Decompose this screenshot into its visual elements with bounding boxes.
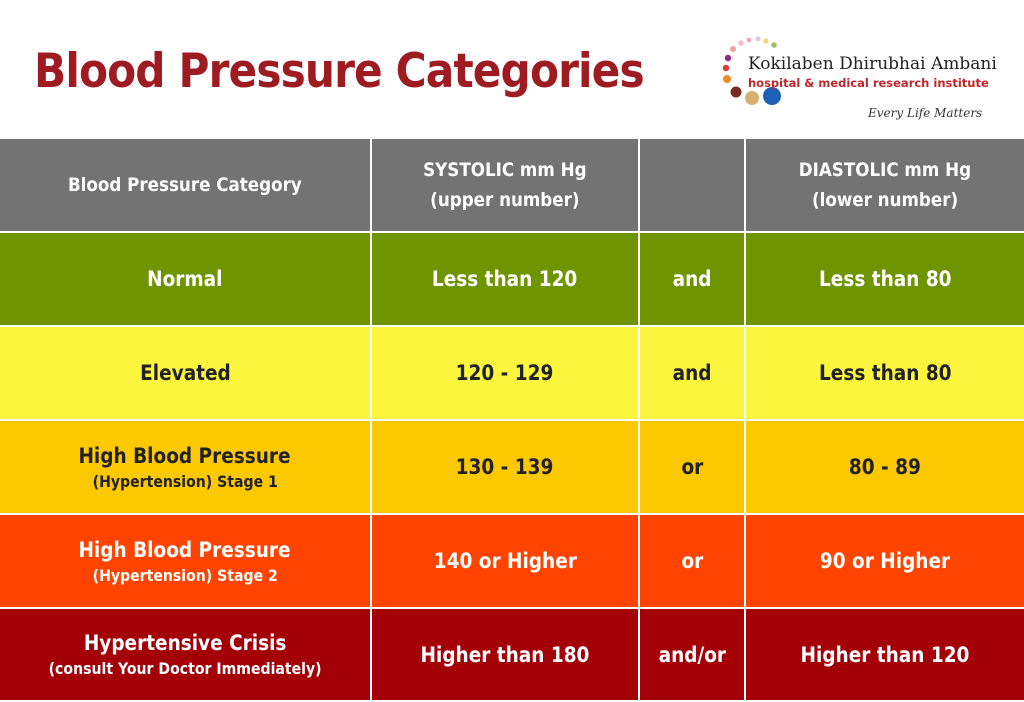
header-systolic: SYSTOLIC mm Hg (upper number) (372, 139, 640, 233)
logo-name: Kokilaben Dhirubhai Ambani (748, 54, 997, 74)
row-normal-systolic: Less than 120 (372, 233, 640, 327)
diastolic-value: Less than 80 (818, 267, 952, 291)
header-category-label: Blood Pressure Category (68, 174, 302, 196)
header-systolic-sublabel: (upper number) (430, 189, 580, 211)
header-diastolic-sublabel: (lower number) (811, 189, 959, 211)
page-title: Blood Pressure Categories (34, 44, 645, 99)
row-stage1-connector: or (640, 421, 746, 515)
category-label: High Blood Pressure (78, 443, 292, 468)
category-label: Elevated (139, 361, 231, 385)
bp-categories-table: Blood Pressure Category SYSTOLIC mm Hg (… (0, 139, 1024, 702)
row-elevated-category: Elevated (0, 327, 372, 421)
connector-value: and (672, 267, 712, 291)
connector-value: or (681, 455, 703, 479)
diastolic-value: 80 - 89 (849, 455, 921, 479)
row-crisis-systolic: Higher than 180 (372, 609, 640, 702)
category-label: Normal (147, 267, 223, 291)
systolic-value: 120 - 129 (456, 361, 554, 385)
category-sublabel: (Hypertension) Stage 1 (92, 471, 278, 491)
row-stage1-diastolic: 80 - 89 (746, 421, 1024, 515)
row-stage2-diastolic: 90 or Higher (746, 515, 1024, 609)
category-label: High Blood Pressure (78, 537, 292, 562)
row-crisis-diastolic: Higher than 120 (746, 609, 1024, 702)
row-stage2-category: High Blood Pressure (Hypertension) Stage… (0, 515, 372, 609)
header-diastolic: DIASTOLIC mm Hg (lower number) (746, 139, 1024, 233)
category-sublabel: (consult Your Doctor Immediately) (48, 659, 322, 678)
systolic-value: 140 or Higher (433, 549, 577, 573)
row-crisis-category: Hypertensive Crisis (consult Your Doctor… (0, 609, 372, 702)
hospital-logo: Kokilaben Dhirubhai Ambani hospital & me… (718, 36, 1008, 126)
row-elevated-connector: and (640, 327, 746, 421)
row-elevated-diastolic: Less than 80 (746, 327, 1024, 421)
diastolic-value: 90 or Higher (819, 549, 951, 573)
row-elevated-systolic: 120 - 129 (372, 327, 640, 421)
header-diastolic-label: DIASTOLIC mm Hg (798, 159, 972, 181)
header-connector (640, 139, 746, 233)
row-stage2-connector: or (640, 515, 746, 609)
logo-subtitle: hospital & medical research institute (748, 76, 989, 90)
diastolic-value: Less than 80 (818, 361, 952, 385)
systolic-value: Higher than 180 (420, 642, 590, 667)
row-normal-connector: and (640, 233, 746, 327)
systolic-value: Less than 120 (432, 267, 578, 291)
row-normal-category: Normal (0, 233, 372, 327)
logo-dots-icon (722, 36, 781, 105)
row-normal-diastolic: Less than 80 (746, 233, 1024, 327)
connector-value: and/or (658, 642, 726, 667)
row-crisis-connector: and/or (640, 609, 746, 702)
row-stage1-systolic: 130 - 139 (372, 421, 640, 515)
header-systolic-label: SYSTOLIC mm Hg (423, 159, 587, 181)
logo-tagline: Every Life Matters (868, 106, 983, 120)
connector-value: and (672, 361, 712, 385)
header-category: Blood Pressure Category (0, 139, 372, 233)
row-stage2-systolic: 140 or Higher (372, 515, 640, 609)
systolic-value: 130 - 139 (456, 455, 554, 479)
connector-value: or (681, 549, 703, 573)
diastolic-value: Higher than 120 (800, 642, 970, 667)
category-label: Hypertensive Crisis (83, 631, 287, 655)
category-sublabel: (Hypertension) Stage 2 (92, 565, 278, 585)
row-stage1-category: High Blood Pressure (Hypertension) Stage… (0, 421, 372, 515)
